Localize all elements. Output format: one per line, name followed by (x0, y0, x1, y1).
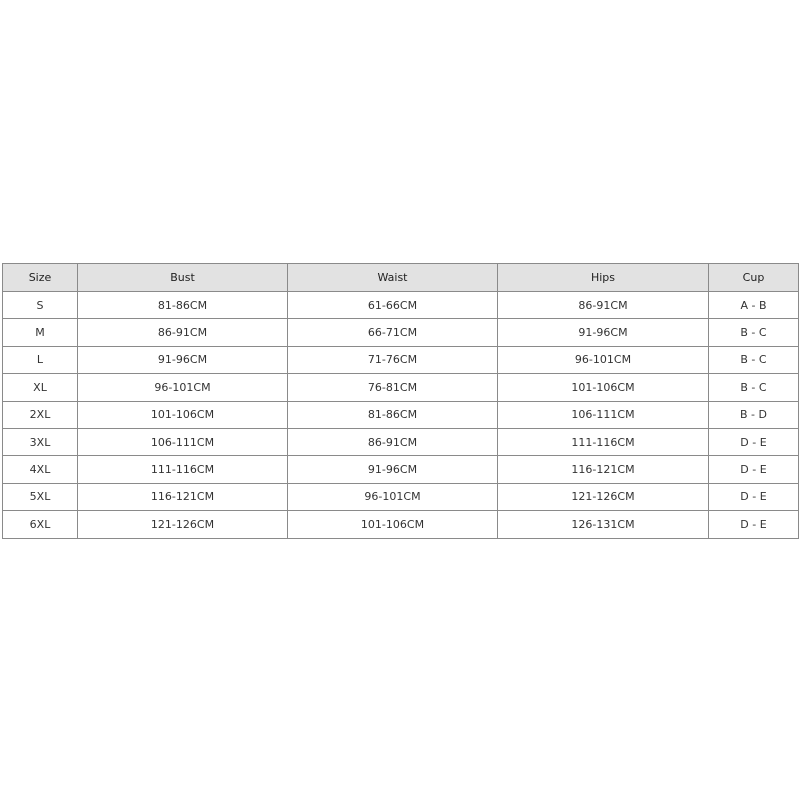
cell-waist: 66-71CM (287, 318, 498, 347)
cell-waist: 61-66CM (287, 290, 498, 320)
cell-size: XL (2, 373, 78, 402)
cell-waist: 71-76CM (287, 345, 498, 375)
cell-cup: D - E (708, 427, 799, 457)
cell-waist: 81-86CM (287, 400, 498, 429)
header-cup: Cup (708, 263, 799, 292)
cell-hips: 111-116CM (497, 427, 709, 457)
header-size: Size (2, 263, 78, 292)
table-row: 4XL 111-116CM 91-96CM 116-121CM D - E (2, 455, 799, 484)
header-bust: Bust (77, 263, 288, 292)
cell-hips: 121-126CM (497, 482, 709, 512)
header-row: Size Bust Waist Hips Cup (2, 263, 799, 292)
cell-size: 2XL (2, 400, 78, 429)
cell-cup: B - C (708, 318, 799, 347)
table-row: S 81-86CM 61-66CM 86-91CM A - B (2, 290, 799, 320)
cell-size: S (2, 290, 78, 320)
cell-hips: 126-131CM (497, 510, 709, 539)
cell-bust: 106-111CM (77, 427, 288, 457)
cell-size: 6XL (2, 510, 78, 539)
cell-size: 3XL (2, 427, 78, 457)
table-row: L 91-96CM 71-76CM 96-101CM B - C (2, 345, 799, 375)
cell-waist: 91-96CM (287, 455, 498, 484)
cell-size: 5XL (2, 482, 78, 512)
cell-bust: 91-96CM (77, 345, 288, 375)
cell-hips: 91-96CM (497, 318, 709, 347)
table-row: XL 96-101CM 76-81CM 101-106CM B - C (2, 373, 799, 402)
cell-cup: B - C (708, 373, 799, 402)
cell-bust: 96-101CM (77, 373, 288, 402)
cell-waist: 86-91CM (287, 427, 498, 457)
cell-hips: 106-111CM (497, 400, 709, 429)
table-row: 5XL 116-121CM 96-101CM 121-126CM D - E (2, 482, 799, 512)
cell-cup: D - E (708, 482, 799, 512)
cell-size: L (2, 345, 78, 375)
cell-bust: 86-91CM (77, 318, 288, 347)
cell-size: M (2, 318, 78, 347)
cell-bust: 101-106CM (77, 400, 288, 429)
cell-bust: 111-116CM (77, 455, 288, 484)
cell-waist: 101-106CM (287, 510, 498, 539)
cell-waist: 96-101CM (287, 482, 498, 512)
cell-cup: D - E (708, 510, 799, 539)
cell-hips: 86-91CM (497, 290, 709, 320)
cell-cup: D - E (708, 455, 799, 484)
cell-bust: 81-86CM (77, 290, 288, 320)
cell-hips: 96-101CM (497, 345, 709, 375)
size-chart-table: Size Bust Waist Hips Cup S 81-86CM 61-66CM… (2, 263, 799, 539)
cell-cup: B - D (708, 400, 799, 429)
cell-bust: 121-126CM (77, 510, 288, 539)
table-row: 3XL 106-111CM 86-91CM 111-116CM D - E (2, 427, 799, 457)
header-hips: Hips (497, 263, 709, 292)
cell-hips: 116-121CM (497, 455, 709, 484)
header-waist: Waist (287, 263, 498, 292)
cell-waist: 76-81CM (287, 373, 498, 402)
table-row: M 86-91CM 66-71CM 91-96CM B - C (2, 318, 799, 347)
table-row: 6XL 121-126CM 101-106CM 126-131CM D - E (2, 510, 799, 539)
cell-bust: 116-121CM (77, 482, 288, 512)
cell-cup: B - C (708, 345, 799, 375)
cell-cup: A - B (708, 290, 799, 320)
cell-size: 4XL (2, 455, 78, 484)
table-row: 2XL 101-106CM 81-86CM 106-111CM B - D (2, 400, 799, 429)
cell-hips: 101-106CM (497, 373, 709, 402)
